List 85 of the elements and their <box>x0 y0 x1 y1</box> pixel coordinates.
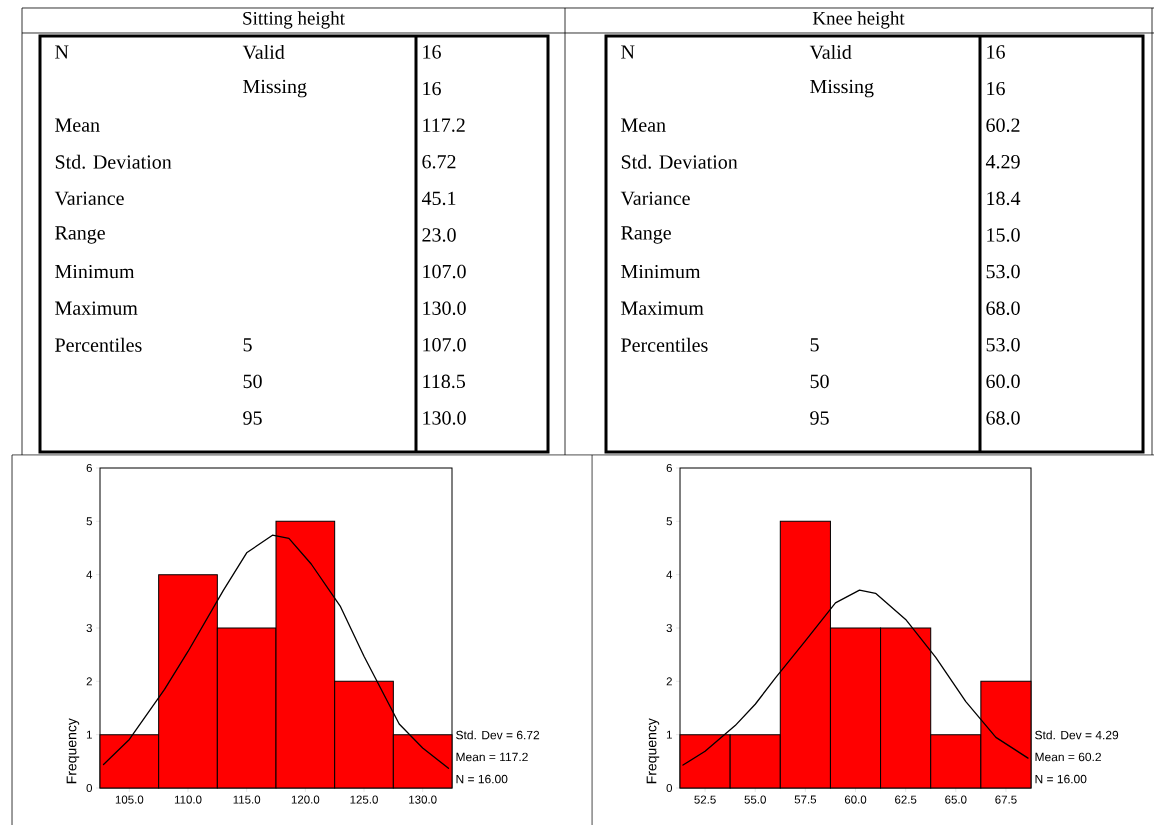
text: Knee height <box>812 11 905 29</box>
x-tick-label: 125.0 <box>350 795 378 804</box>
category-label: Mean <box>55 118 100 132</box>
category-label: Std. Deviation <box>55 154 172 169</box>
text: N = 16.00 <box>1035 774 1087 784</box>
x-tick-label: 65.0 <box>945 795 967 804</box>
data-label: 107.0 <box>423 264 466 279</box>
x-tick-label: 120.0 <box>291 795 320 804</box>
category-label: Percentiles <box>621 337 708 352</box>
category-label: 5 <box>243 338 252 352</box>
x-tick-label: 57.5 <box>794 795 817 804</box>
data-label: 68.0 <box>986 411 1020 425</box>
y-tick-label: 4 <box>86 570 93 579</box>
y-tick-label: 1 <box>86 730 92 739</box>
data-label: 23.0 <box>422 228 456 242</box>
x-tick-label: 130.0 <box>409 795 437 804</box>
data-label: 16 <box>987 81 1005 96</box>
data-label: 68.0 <box>986 301 1020 315</box>
y-tick-label: 5 <box>666 517 672 526</box>
category-label: Missing <box>243 79 307 98</box>
category-label: Mean <box>621 118 666 132</box>
x-tick-label: 67.5 <box>995 795 1017 804</box>
y-tick-label: 6 <box>86 463 92 473</box>
x-tick-label: 105.0 <box>115 795 144 804</box>
y-tick-label: 0 <box>666 783 673 793</box>
data-label: 130.0 <box>423 301 466 315</box>
y-tick-label: 5 <box>86 517 92 526</box>
data-label: 4.29 <box>985 155 1020 169</box>
category-label: 95 <box>243 411 262 425</box>
y-tick-label: 1 <box>666 730 672 739</box>
y-axis-title: Frequency <box>646 718 660 784</box>
category-label: 50 <box>243 374 262 389</box>
category-label: 50 <box>810 374 829 389</box>
y-tick-label: 6 <box>666 463 672 473</box>
category-label: Missing <box>810 79 874 98</box>
category-label: Maximum <box>55 301 138 315</box>
category-label: Minimum <box>621 264 701 279</box>
category-label: 95 <box>810 411 829 425</box>
data-label: 107.0 <box>423 338 466 352</box>
y-tick-label: 2 <box>666 677 672 686</box>
category-label: Std. Deviation <box>621 154 738 169</box>
category-label: 5 <box>810 338 819 352</box>
data-label: 117.2 <box>423 118 465 132</box>
x-tick-label: 52.5 <box>694 795 716 804</box>
category-label: Range <box>55 226 105 244</box>
data-label: 60.2 <box>986 118 1020 132</box>
data-label: 16 <box>423 45 441 59</box>
data-label: 16 <box>423 81 441 96</box>
y-tick-label: 3 <box>86 623 92 633</box>
text: Mean = 117.2 <box>456 752 528 762</box>
category-label: Valid <box>809 44 852 60</box>
category-label: Valid <box>242 44 285 60</box>
data-label: 6.72 <box>422 155 456 169</box>
data-label: 16 <box>987 45 1005 59</box>
y-axis-title: Frequency <box>66 718 80 784</box>
category-label: Percentiles <box>55 337 142 352</box>
data-label: 53.0 <box>986 264 1020 279</box>
text: Mean = 60.2 <box>1035 752 1101 762</box>
data-label: 130.0 <box>423 411 466 425</box>
category-label: N <box>55 45 69 59</box>
data-label: 18.4 <box>987 191 1021 206</box>
y-tick-label: 0 <box>86 783 93 793</box>
data-label: 45.1 <box>421 191 456 206</box>
data-label: 15.0 <box>987 228 1020 242</box>
x-tick-label: 60.0 <box>844 795 867 804</box>
text: Std. Dev = 4.29 <box>1035 730 1119 740</box>
x-tick-label: 115.0 <box>233 795 261 804</box>
text: Std. Dev = 6.72 <box>456 730 540 740</box>
data-label: 118.5 <box>423 374 466 389</box>
category-label: Variance <box>620 191 690 206</box>
category-label: Variance <box>54 191 124 206</box>
category-label: Minimum <box>55 264 135 279</box>
x-tick-label: 62.5 <box>895 795 917 804</box>
data-label: 60.0 <box>986 374 1020 389</box>
y-tick-label: 2 <box>86 677 92 686</box>
data-label: 53.0 <box>986 338 1020 352</box>
category-label: Maximum <box>621 301 704 315</box>
y-tick-label: 4 <box>666 570 673 579</box>
x-tick-label: 110.0 <box>174 795 202 804</box>
x-tick-label: 55.0 <box>744 795 766 804</box>
category-label: Range <box>621 226 671 244</box>
category-label: N <box>621 45 635 59</box>
y-tick-label: 3 <box>666 623 672 633</box>
text: Sitting height <box>243 11 345 29</box>
text: N = 16.00 <box>456 774 508 784</box>
